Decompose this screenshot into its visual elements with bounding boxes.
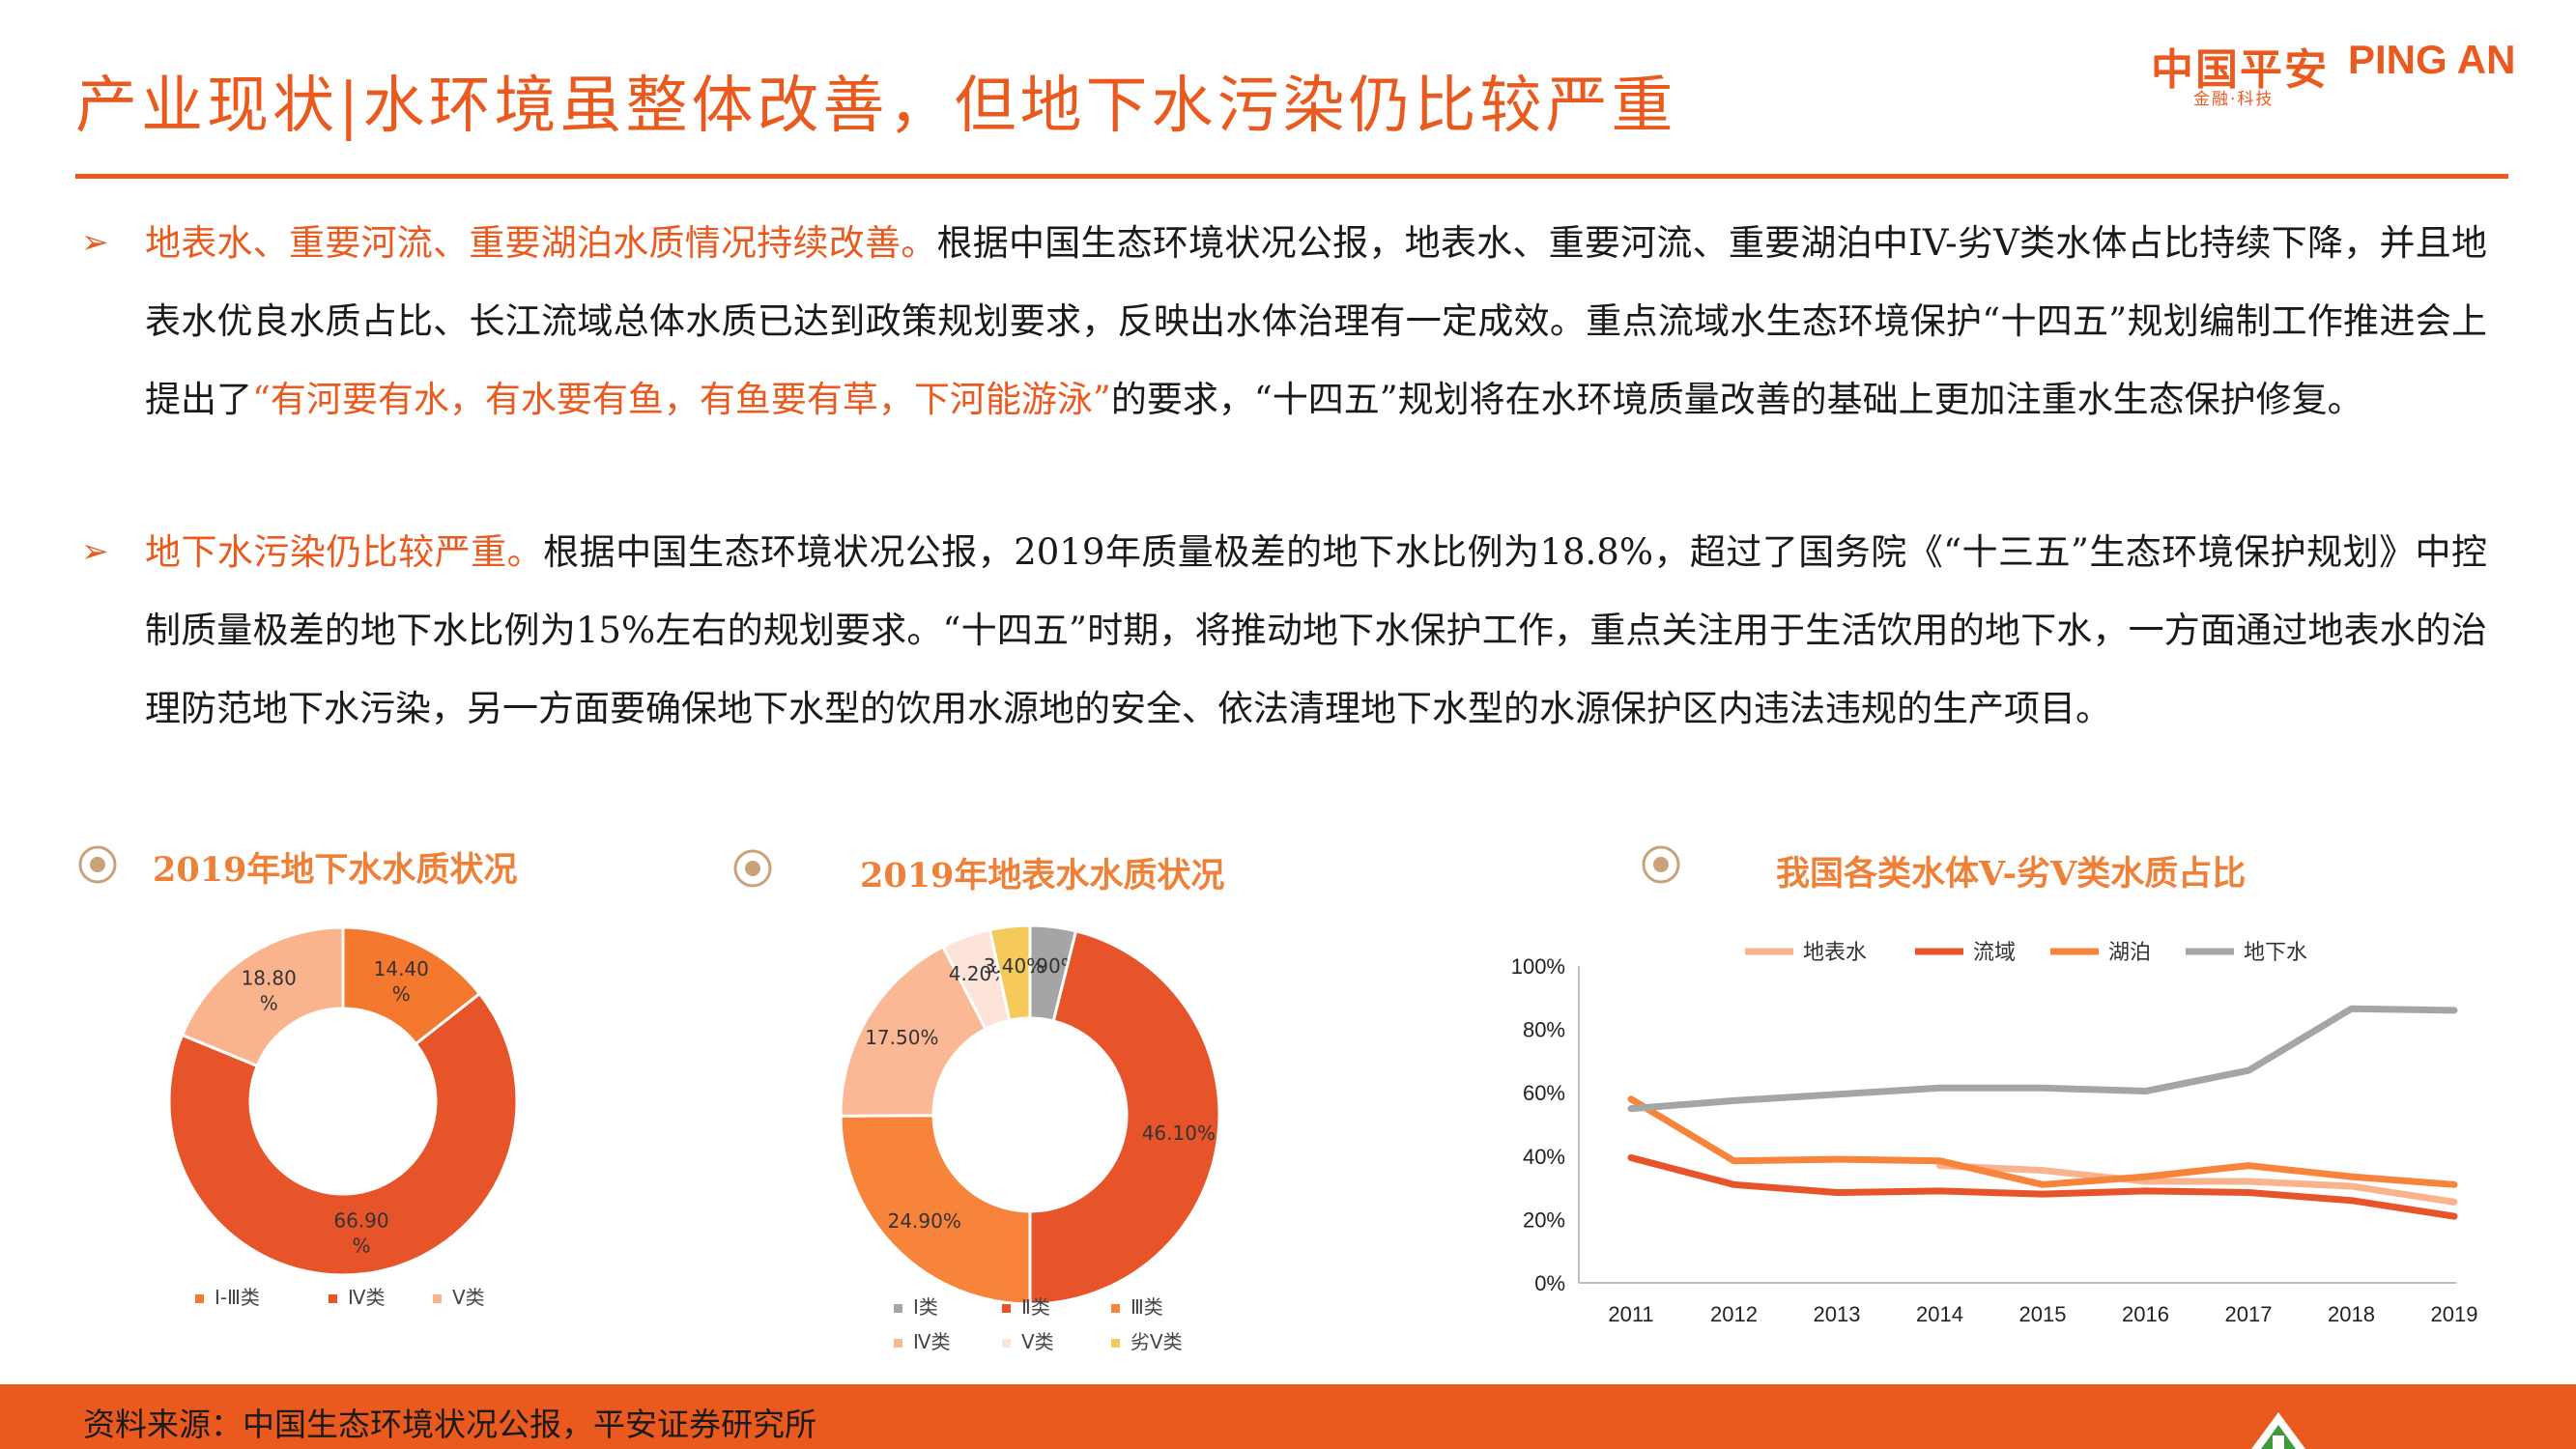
legend-label: Ⅴ类 (1021, 1330, 1054, 1353)
pie-slice (167, 991, 519, 1277)
legend-label: 流域 (1973, 941, 2016, 965)
legend-label: 湖泊 (2108, 941, 2151, 965)
target-icon (1642, 845, 1680, 884)
series-line (1627, 1005, 2458, 1113)
logo-en: PING AN (2348, 37, 2516, 82)
bullet-groundwater: ➢ 地下水污染仍比较严重。根据中国生态环境状况公报，2019年质量极差的地下水比… (81, 513, 2487, 748)
series-line (1627, 1095, 2458, 1188)
x-tick-label: 2011 (1608, 1302, 1653, 1326)
page-title: 产业现状|水环境虽整体改善，但地下水污染仍比较严重 (75, 71, 1677, 142)
logo-sub: 金融·科技 (2193, 90, 2275, 109)
bullet-highlight: 地表水、重要河流、重要湖泊水质情况持续改善。 (145, 222, 937, 264)
legend-swatch (433, 1294, 442, 1303)
legend-label: Ⅴ类 (452, 1286, 485, 1309)
x-tick-label: 2016 (2122, 1302, 2169, 1326)
legend-label: Ⅲ类 (1131, 1295, 1163, 1319)
data-label: 46.10% (1142, 1122, 1216, 1145)
pie-slice (1028, 929, 1221, 1306)
data-label: 17.50% (865, 1026, 938, 1049)
pingan-emblem-icon (2251, 1412, 2305, 1449)
series-line (1627, 1153, 2458, 1220)
data-label: 3.40% (984, 954, 1045, 978)
legend-label: Ⅳ类 (913, 1330, 950, 1353)
legend-swatch (1002, 1304, 1011, 1313)
bullet-text: 地下水污染仍比较严重。根据中国生态环境状况公报，2019年质量极差的地下水比例为… (145, 513, 2487, 748)
legend-swatch (1002, 1339, 1011, 1348)
legend-label: Ⅳ类 (348, 1286, 385, 1309)
bullet-body: 根据中国生态环境状况公报，2019年质量极差的地下水比例为18.8%，超过了国务… (145, 531, 2488, 729)
surface-water-donut-chart: 3.90%46.10%24.90%17.50%4.20%3.40%Ⅰ类 Ⅱ类 Ⅲ类Ⅳ… (839, 923, 1221, 1353)
legend-swatch (329, 1294, 337, 1303)
footer-bar (0, 1384, 2576, 1449)
legend-swatch (894, 1339, 902, 1348)
legend-swatch (1111, 1339, 1120, 1348)
x-tick-label: 2019 (2431, 1302, 2478, 1326)
x-tick-label: 2017 (2225, 1302, 2273, 1326)
data-label: 24.90% (888, 1209, 961, 1233)
y-tick-label: 20% (1523, 1208, 1565, 1232)
x-tick-label: 2015 (2019, 1302, 2067, 1326)
data-label: 14.40% (374, 957, 429, 1006)
footer-source: 资料来源：中国生态环境状况公报，平安证券研究所 (83, 1406, 816, 1443)
legend-label: Ⅰ-Ⅲ类 (215, 1286, 260, 1309)
pie-slice (839, 1114, 1032, 1306)
pingan-logo: 中国平安 PING AN 金融·科技 (2151, 35, 2547, 112)
y-tick-label: 60% (1523, 1081, 1565, 1105)
series-line (1936, 1162, 2458, 1206)
arrow-bullet-icon: ➢ (81, 223, 109, 262)
chart-title-surface-water: 2019年地表水水质状况 (860, 856, 1225, 895)
legend-swatch (894, 1304, 902, 1313)
pie-slice (180, 925, 345, 1068)
legend-label: 地下水 (2244, 941, 2307, 965)
v-class-line-chart: 0% 20% 40% 60% 80% 100% 2011 2012 2013 2014 2015 20… (1511, 941, 2478, 1326)
legend-label: 劣Ⅴ类 (1131, 1330, 1183, 1353)
bullet-quote: “有河要有水，有水要有鱼，有鱼要有草，下河能游泳” (252, 379, 1111, 420)
target-icon (78, 845, 117, 884)
x-tick-label: 2018 (2328, 1302, 2375, 1326)
legend-swatch (1111, 1304, 1120, 1313)
x-tick-label: 2014 (1916, 1302, 1963, 1326)
x-tick-label: 2012 (1710, 1302, 1758, 1326)
y-tick-label: 40% (1523, 1145, 1565, 1169)
bullet-text: 地表水、重要河流、重要湖泊水质情况持续改善。根据中国生态环境状况公报，地表水、重… (145, 204, 2487, 439)
x-tick-label: 2013 (1814, 1302, 1861, 1326)
groundwater-donut-chart: 14.40 % 66.90 % 18.80 % Ⅰ-Ⅲ类 Ⅳ类 Ⅴ类 (167, 925, 519, 1309)
bullet-body: 根据中国生态环境状况公报，地表水、重要河流、重要湖泊中IV-劣V类水体占比持续下… (145, 222, 2487, 420)
data-label: 18.80% (242, 966, 297, 1014)
title-divider (75, 174, 2508, 179)
target-icon (733, 849, 772, 888)
legend-label: Ⅱ类 (1021, 1295, 1050, 1319)
y-tick-label: 0% (1534, 1271, 1565, 1295)
pie-slice (839, 944, 988, 1118)
arrow-bullet-icon: ➢ (81, 532, 109, 571)
bullet-surface-water: ➢ 地表水、重要河流、重要湖泊水质情况持续改善。根据中国生态环境状况公报，地表水… (81, 204, 2487, 439)
chart-title-groundwater: 2019年地下水水质状况 (153, 850, 518, 890)
chart-title-v-class: 我国各类水体V-劣V类水质占比 (1776, 854, 2247, 894)
data-label: 66.90% (333, 1209, 388, 1258)
pie-slice (987, 923, 1032, 1023)
bullet-body-end: 的要求，“十四五”规划将在水环境质量改善的基础上更加注重水生态保护修复。 (1110, 379, 2363, 420)
legend-swatch (195, 1294, 204, 1303)
y-tick-label: 100% (1511, 954, 1565, 979)
legend-label: Ⅰ类 (913, 1295, 938, 1319)
bullet-highlight: 地下水污染仍比较严重。 (145, 531, 544, 573)
y-tick-label: 80% (1523, 1018, 1565, 1042)
legend-label: 地表水 (1803, 941, 1867, 965)
logo-cn: 中国平安 (2151, 45, 2329, 95)
